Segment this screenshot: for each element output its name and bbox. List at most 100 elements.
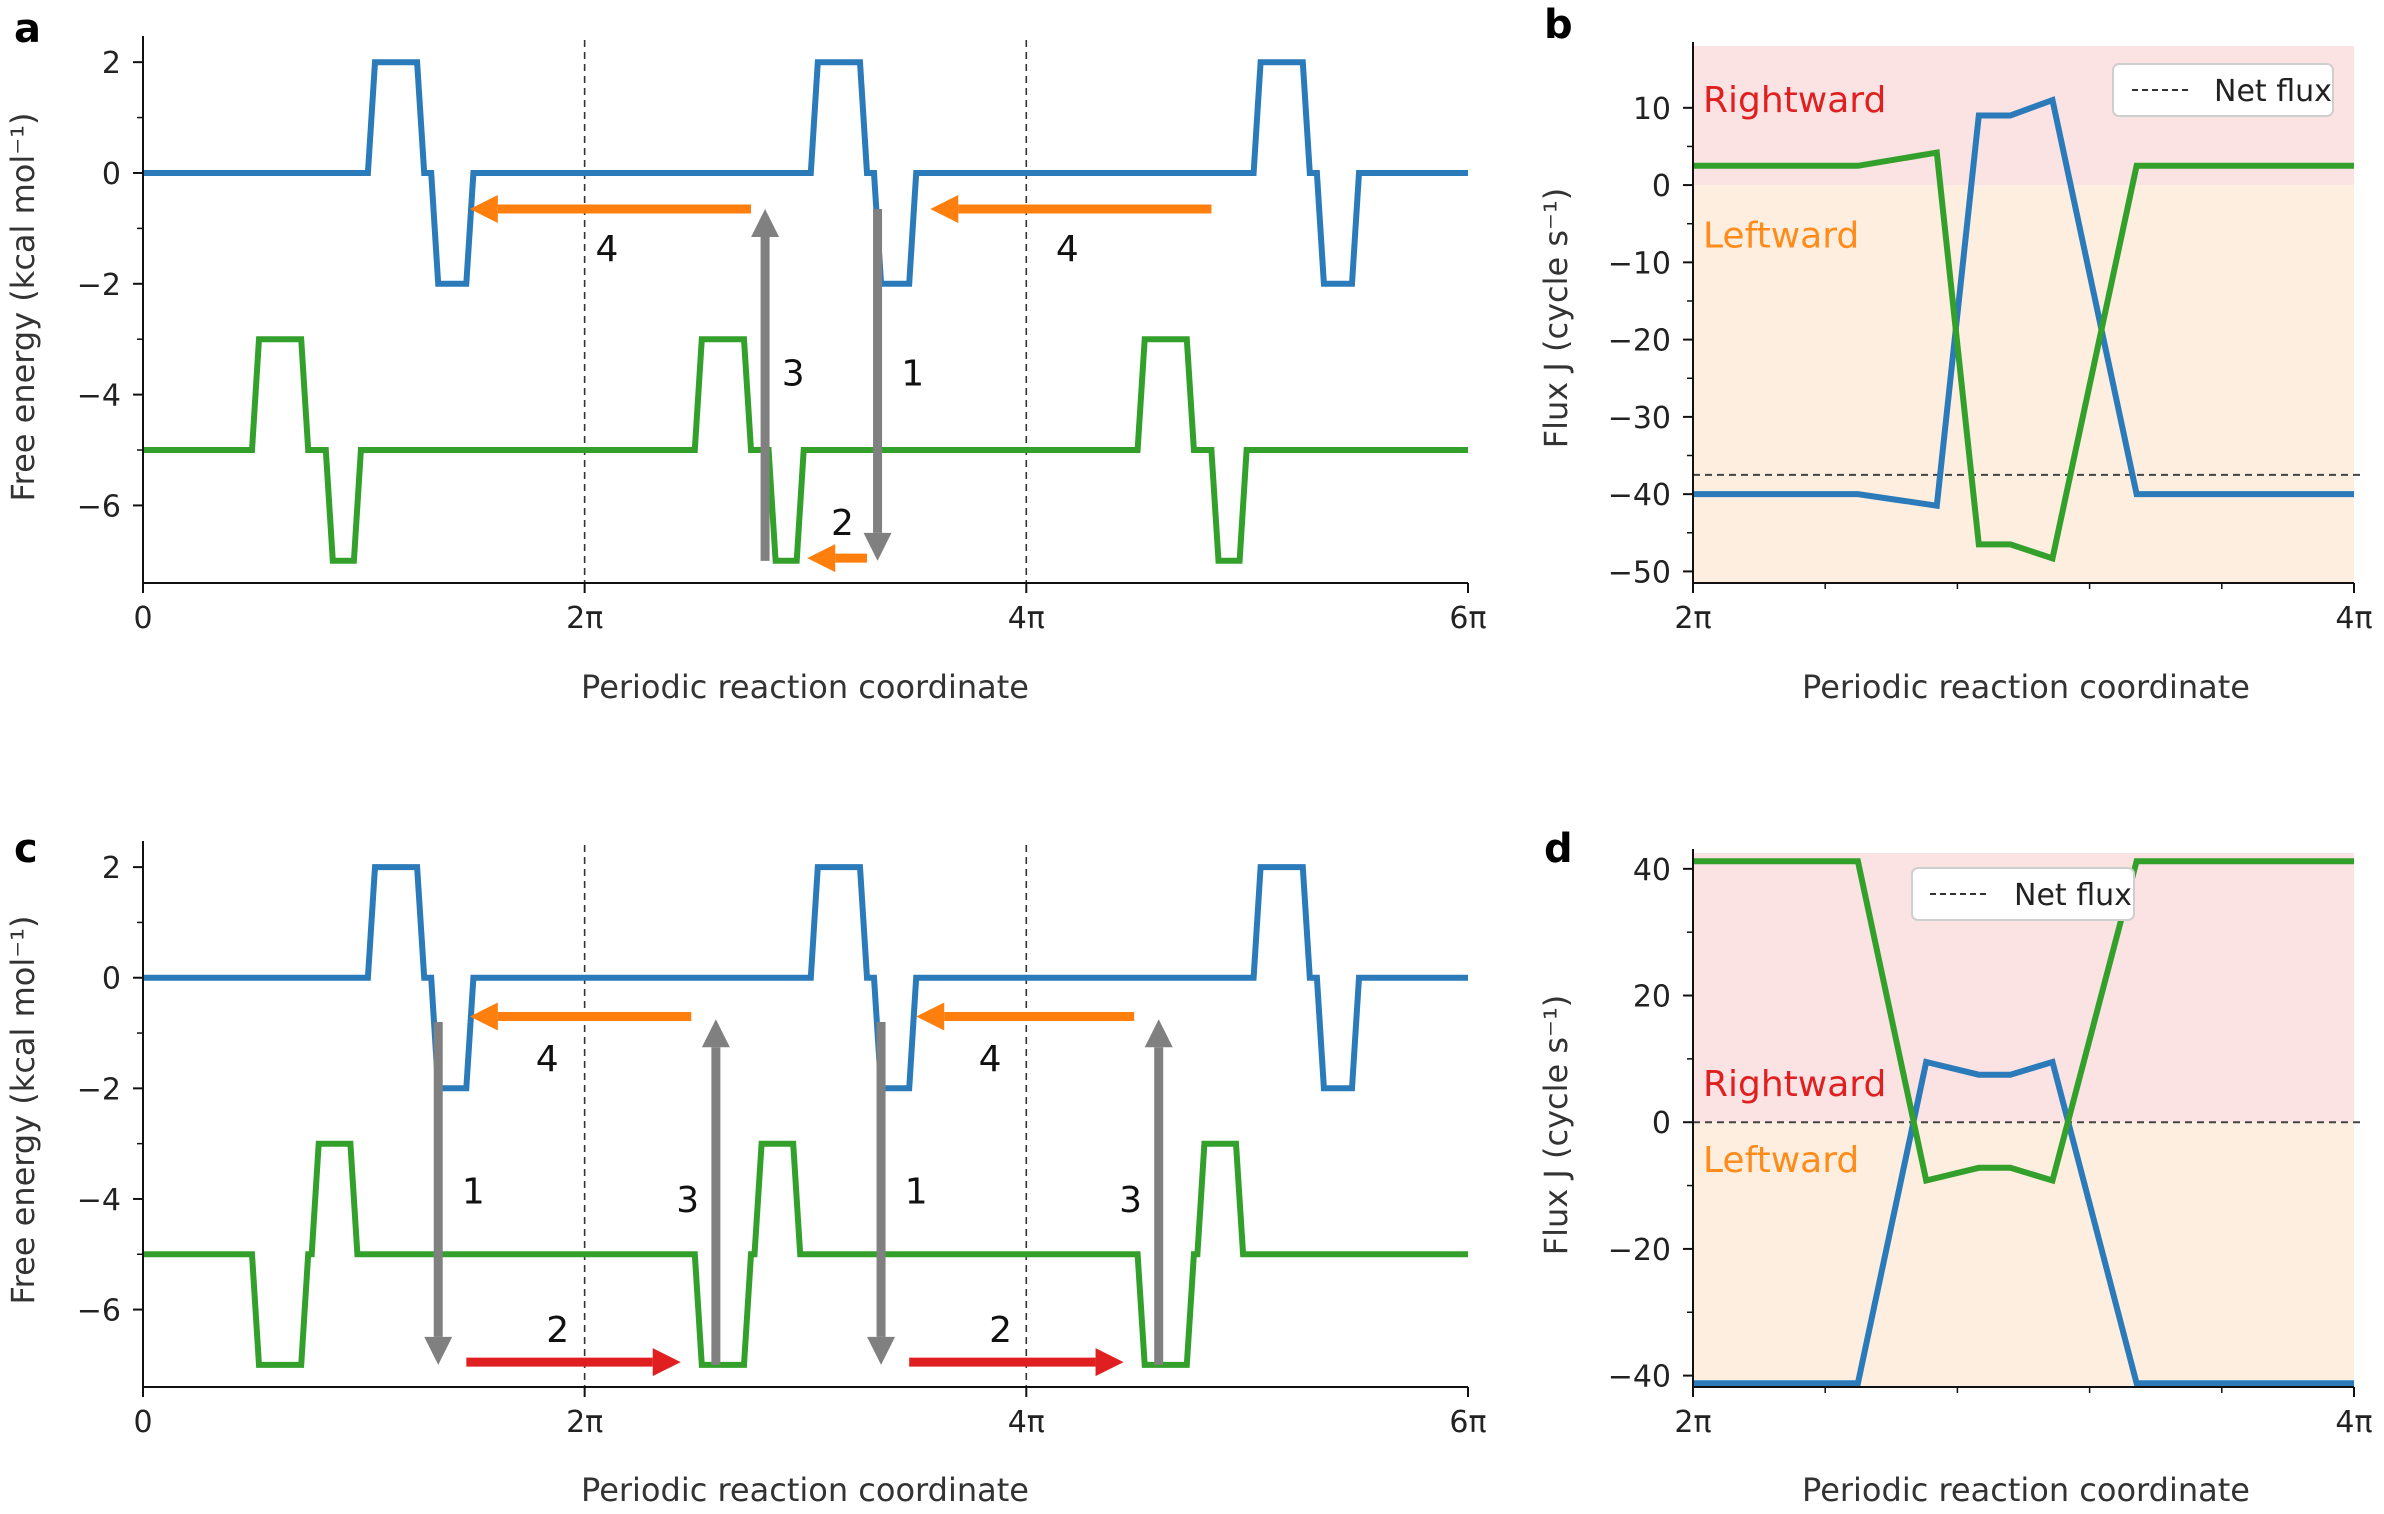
panel-a-ytick-label-3: −4 bbox=[77, 379, 121, 414]
panel-b-legend: Net flux bbox=[2112, 63, 2334, 117]
panel-a-ytick-label-0: 2 bbox=[102, 46, 121, 81]
panel-b-series-blue-line bbox=[1693, 96, 2354, 510]
panel-c-arrow-3-label: 1 bbox=[905, 1172, 928, 1213]
panel-letter-a: a bbox=[14, 6, 41, 52]
panel-d-leftward-label: Leftward bbox=[1703, 1140, 1859, 1181]
panel-c-arrow-4-label: 3 bbox=[676, 1180, 699, 1221]
panel-d-leftward-region bbox=[1693, 1122, 2354, 1387]
panel-d-series-blue-line bbox=[1693, 1058, 2354, 1387]
panel-a-arrows: 4 4 3 1 2 bbox=[469, 194, 1212, 573]
panel-b-ytick-label-3: −20 bbox=[1608, 324, 1671, 359]
panel-b: b Rightward Leftward 2π 4π 10 0 −10 −20 −30 −40 −… bbox=[1537, 2, 2373, 706]
panel-d-legend-box bbox=[1911, 867, 2135, 921]
panel-d-legend: Net flux bbox=[1911, 867, 2135, 921]
panel-c-arrow-2-head bbox=[424, 1336, 453, 1365]
panel-a-series-green-line bbox=[143, 336, 1468, 564]
panel-c-series-green-line bbox=[143, 1140, 1468, 1368]
panel-c-arrow-0-head bbox=[469, 1002, 498, 1031]
panel-a-ytick-label-2: −2 bbox=[77, 268, 121, 303]
panel-b-series bbox=[1693, 96, 2354, 563]
panel-b-rightward-label: Rightward bbox=[1703, 80, 1886, 121]
panel-c-arrow-0-label: 4 bbox=[536, 1039, 559, 1080]
panel-b-ytick-label-6: −50 bbox=[1608, 555, 1671, 590]
panel-a-arrow-2-head bbox=[751, 208, 780, 237]
panel-d-ytick-label-2: 0 bbox=[1652, 1106, 1671, 1141]
panel-a-arrow-0-head bbox=[469, 194, 498, 223]
panel-a-ytick-label-1: 0 bbox=[102, 157, 121, 192]
panel-letter-d: d bbox=[1544, 826, 1573, 872]
panel-c-arrow-5-label: 3 bbox=[1119, 1180, 1142, 1221]
panel-b-legend-label: Net flux bbox=[2214, 74, 2332, 109]
panel-a-xlabel: Periodic reaction coordinate bbox=[581, 668, 1029, 706]
panel-d-xtick-label-1: 4π bbox=[2335, 1405, 2372, 1440]
panel-c-arrow-6-head bbox=[652, 1348, 681, 1377]
panel-c-series-blue-line bbox=[143, 864, 1468, 1092]
panel-b-ytick-label-1: 0 bbox=[1652, 169, 1671, 204]
panel-c-arrow-7-head bbox=[1095, 1348, 1124, 1377]
panel-a: a 4 4 3 1 2 0 2π 4π 6π 2 0 −2 −4 −6 Periodic reactio… bbox=[4, 6, 1487, 706]
panel-c-arrow-1-label: 4 bbox=[979, 1039, 1002, 1080]
panel-c: c 4 4 1 1 3 3 2 2 0 2π 4π 6π 2 0 −2 −4 −6 Periodic reac… bbox=[4, 826, 1487, 1509]
panel-d-xlabel: Periodic reaction coordinate bbox=[1802, 1471, 2250, 1509]
panel-b-regions: Rightward Leftward bbox=[1693, 46, 2354, 583]
panel-c-grid bbox=[583, 845, 1028, 1387]
panel-a-arrow-2-label: 3 bbox=[782, 353, 805, 394]
panel-a-xtick-label-0: 0 bbox=[133, 601, 152, 636]
panel-a-arrow-3-head bbox=[863, 532, 892, 561]
panel-b-series-green-line bbox=[1693, 149, 2354, 563]
panel-c-ytick-label-1: 0 bbox=[102, 962, 121, 997]
panel-b-ylabel: Flux J (cycle s⁻¹) bbox=[1537, 188, 1575, 449]
panel-d-xtick-label-0: 2π bbox=[1674, 1405, 1711, 1440]
panel-c-series bbox=[143, 864, 1468, 1368]
panel-b-legend-box bbox=[2112, 63, 2334, 117]
panel-c-axes: 0 2π 4π 6π 2 0 −2 −4 −6 bbox=[77, 841, 1487, 1440]
panel-c-ytick-label-0: 2 bbox=[102, 851, 121, 886]
panel-d-ylabel: Flux J (cycle s⁻¹) bbox=[1537, 995, 1575, 1256]
panel-a-arrow-3-label: 1 bbox=[901, 353, 924, 394]
panel-c-arrow-1-head bbox=[916, 1002, 945, 1031]
panel-b-leftward-label: Leftward bbox=[1703, 215, 1859, 256]
panel-letter-c: c bbox=[14, 826, 38, 872]
panel-a-xtick-label-2: 4π bbox=[1008, 601, 1045, 636]
panel-c-ytick-label-4: −6 bbox=[77, 1294, 121, 1329]
panel-b-xlabel: Periodic reaction coordinate bbox=[1802, 668, 2250, 706]
panel-d-ytick-label-4: −40 bbox=[1608, 1360, 1671, 1395]
panel-c-ytick-label-3: −4 bbox=[77, 1183, 121, 1218]
panel-d-axes: 2π 4π 40 20 0 −20 −40 bbox=[1608, 849, 2373, 1440]
panel-c-arrow-3-head bbox=[867, 1336, 896, 1365]
panel-d-regions: Rightward Leftward bbox=[1693, 853, 2354, 1387]
panel-c-arrow-6-label: 2 bbox=[546, 1310, 569, 1351]
panel-c-xtick-label-0: 0 bbox=[133, 1405, 152, 1440]
panel-a-xtick-label-3: 6π bbox=[1449, 601, 1486, 636]
panel-a-arrow-1-head bbox=[930, 194, 959, 223]
panel-d-legend-label: Net flux bbox=[2014, 878, 2132, 913]
panel-b-ytick-label-4: −30 bbox=[1608, 401, 1671, 436]
panel-d-ytick-label-0: 40 bbox=[1633, 853, 1671, 888]
panel-b-leftward-region bbox=[1693, 185, 2354, 583]
panel-letter-b: b bbox=[1544, 2, 1573, 48]
panel-a-arrow-4-label: 2 bbox=[831, 503, 854, 544]
panel-d-rightward-label: Rightward bbox=[1703, 1064, 1886, 1105]
panel-b-xtick-label-0: 2π bbox=[1674, 601, 1711, 636]
panel-a-grid bbox=[583, 40, 1028, 583]
panel-d-ytick-label-1: 20 bbox=[1633, 980, 1671, 1015]
panel-c-arrow-2-label: 1 bbox=[462, 1172, 485, 1213]
panel-c-xtick-label-2: 4π bbox=[1008, 1405, 1045, 1440]
panel-c-ylabel: Free energy (kcal mol⁻¹) bbox=[4, 916, 42, 1305]
panel-c-arrow-5-head bbox=[1144, 1019, 1173, 1048]
panel-b-xtick-label-1: 4π bbox=[2335, 601, 2372, 636]
panel-c-xtick-label-1: 2π bbox=[566, 1405, 603, 1440]
panel-c-arrows: 4 4 1 1 3 3 2 2 bbox=[424, 1002, 1173, 1377]
panel-a-series-blue-line bbox=[143, 59, 1468, 287]
panel-a-ylabel: Free energy (kcal mol⁻¹) bbox=[4, 113, 42, 502]
panel-c-xtick-label-3: 6π bbox=[1449, 1405, 1486, 1440]
panel-b-axes: 2π 4π 10 0 −10 −20 −30 −40 −50 bbox=[1608, 42, 2373, 636]
panel-a-xtick-label-1: 2π bbox=[566, 601, 603, 636]
panel-b-ytick-label-2: −10 bbox=[1608, 246, 1671, 281]
panel-c-arrow-4-head bbox=[701, 1019, 730, 1048]
panel-c-xlabel: Periodic reaction coordinate bbox=[581, 1471, 1029, 1509]
panel-a-arrow-4-head bbox=[807, 544, 836, 573]
panel-b-ytick-label-0: 10 bbox=[1633, 92, 1671, 127]
panel-a-series bbox=[143, 59, 1468, 564]
